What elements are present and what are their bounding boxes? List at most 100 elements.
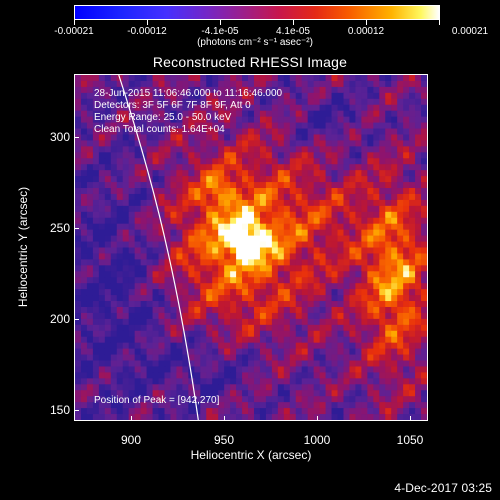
image-pixel [80, 336, 88, 344]
image-pixel [164, 116, 172, 124]
image-pixel [98, 378, 106, 385]
image-pixel [307, 253, 315, 260]
image-pixel [164, 318, 172, 326]
image-pixel [385, 134, 392, 142]
image-pixel [325, 205, 333, 213]
image-pixel [110, 306, 118, 314]
image-pixel [373, 384, 380, 391]
image-pixel [409, 366, 416, 374]
image-pixel [218, 283, 225, 290]
image-pixel [128, 98, 136, 106]
image-pixel [403, 271, 410, 278]
image-pixel [367, 402, 374, 409]
image-pixel [218, 104, 225, 112]
image-pixel [230, 98, 237, 106]
image-pixel [212, 223, 219, 231]
image-pixel [218, 152, 225, 159]
image-pixel [98, 414, 106, 420]
image-pixel [397, 324, 404, 332]
image-pixel [194, 188, 201, 195]
image-pixel [230, 241, 237, 249]
image-pixel [230, 134, 237, 142]
image-pixel [337, 164, 345, 171]
image-pixel [146, 360, 154, 368]
image-pixel [331, 318, 339, 326]
image-pixel [140, 164, 148, 171]
image-pixel [98, 158, 106, 165]
image-pixel [224, 306, 231, 314]
image-pixel [253, 199, 261, 207]
image-pixel [313, 188, 321, 195]
image-pixel [283, 199, 291, 207]
image-pixel [218, 217, 225, 225]
image-pixel [98, 366, 106, 374]
image-pixel [164, 259, 172, 266]
image-pixel [301, 378, 309, 385]
image-pixel [277, 402, 285, 409]
image-pixel [391, 170, 398, 177]
image-pixel [75, 146, 82, 153]
image-pixel [385, 253, 392, 260]
image-pixel [206, 271, 213, 278]
image-pixel [313, 312, 321, 320]
image-pixel [248, 336, 255, 344]
image-pixel [403, 104, 410, 112]
image-pixel [248, 110, 255, 118]
image-pixel [295, 128, 303, 136]
image-pixel [212, 140, 219, 147]
image-pixel [385, 98, 392, 106]
image-pixel [75, 170, 82, 177]
image-pixel [140, 384, 148, 391]
image-pixel [248, 193, 255, 201]
image-pixel [236, 146, 243, 153]
image-pixel [367, 241, 374, 249]
image-pixel [128, 402, 136, 409]
image-pixel [98, 247, 106, 255]
image-pixel [253, 146, 261, 153]
image-pixel [194, 116, 201, 124]
image-pixel [140, 75, 148, 82]
image-pixel [373, 188, 380, 195]
image-pixel [170, 104, 178, 112]
image-pixel [152, 182, 160, 189]
image-pixel [361, 342, 368, 350]
image-pixel [403, 176, 410, 183]
image-pixel [307, 211, 315, 219]
image-pixel [397, 199, 404, 207]
image-pixel [325, 306, 333, 314]
image-pixel [289, 199, 297, 207]
image-pixel [110, 152, 118, 159]
image-pixel [277, 354, 285, 362]
image-pixel [200, 182, 207, 189]
image-pixel [206, 86, 213, 94]
image-pixel [86, 289, 94, 296]
image-pixel [218, 116, 225, 124]
image-pixel [367, 253, 374, 260]
image-pixel [230, 283, 237, 290]
image-pixel [128, 128, 136, 136]
image-pixel [319, 122, 327, 130]
image-pixel [176, 384, 183, 391]
image-pixel [355, 372, 362, 379]
image-pixel [283, 384, 291, 391]
image-pixel [301, 217, 309, 225]
image-pixel [379, 134, 386, 142]
image-pixel [170, 98, 178, 106]
image-pixel [176, 188, 183, 195]
image-pixel [206, 188, 213, 195]
image-pixel [200, 408, 207, 415]
image-pixel [80, 86, 88, 94]
image-pixel [337, 128, 345, 136]
image-pixel [253, 188, 261, 195]
image-pixel [224, 158, 231, 165]
image-pixel [397, 390, 404, 397]
image-pixel [80, 414, 88, 420]
image-pixel [283, 128, 291, 136]
image-pixel [188, 366, 195, 374]
image-pixel [224, 140, 231, 147]
image-pixel [361, 193, 368, 201]
image-pixel [236, 116, 243, 124]
image-pixel [218, 360, 225, 368]
image-pixel [307, 289, 315, 296]
image-pixel [349, 301, 357, 308]
